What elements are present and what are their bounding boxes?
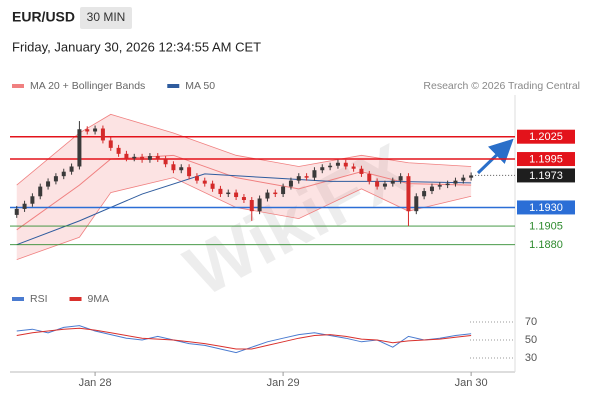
candle-body	[296, 176, 301, 181]
legend-swatch	[12, 84, 24, 88]
candle-body	[241, 197, 246, 200]
candle-body	[116, 147, 121, 154]
bollinger-band	[16, 114, 472, 260]
ma-line	[16, 173, 472, 246]
candle-body	[194, 176, 199, 181]
candle-body	[375, 181, 380, 187]
legend-swatch	[12, 297, 24, 301]
candle-body	[351, 166, 356, 169]
candle-body	[46, 181, 51, 187]
candle-body	[61, 171, 66, 177]
candle-body	[202, 180, 207, 184]
candle-body	[359, 168, 364, 174]
candle-body	[406, 176, 411, 212]
candle-body	[108, 140, 113, 148]
candle-body	[77, 129, 82, 167]
candle-body	[249, 200, 254, 212]
interval-badge	[80, 7, 132, 29]
x-tick-label: Jan 30	[455, 377, 488, 389]
candle-body	[398, 176, 403, 181]
datetime: Friday, January 30, 2026 12:34:55 AM CET	[12, 39, 261, 54]
legend-label: 9MA	[88, 293, 110, 305]
legend-swatch	[69, 297, 82, 301]
candle-body	[390, 180, 395, 184]
copyright: Research © 2026 Trading Central	[423, 80, 580, 92]
candle-body	[257, 198, 262, 212]
x-tick-label: Jan 28	[79, 377, 112, 389]
level-box	[517, 168, 575, 183]
y-tick-label: 70	[525, 316, 537, 328]
candle-body	[288, 180, 293, 187]
y-tick-label: 30	[525, 352, 537, 364]
candle-body	[218, 188, 223, 195]
candle-body	[69, 166, 74, 172]
level-label: 1.1995	[529, 153, 563, 165]
candle-body	[132, 156, 137, 159]
candle-body	[328, 165, 333, 168]
level-box	[517, 129, 575, 144]
candle-body	[414, 196, 419, 212]
candle-body	[445, 183, 450, 186]
candle-body	[453, 180, 458, 184]
candle-body	[312, 170, 317, 178]
candle-body	[147, 156, 152, 160]
symbol: EUR/USD	[12, 9, 75, 25]
candle-body	[273, 192, 278, 195]
legend-label: RSI	[30, 293, 48, 305]
candle-body	[429, 186, 434, 192]
level-label: 1.1973	[529, 170, 563, 182]
candle-body	[163, 159, 168, 165]
candle-body	[304, 176, 309, 178]
x-tick-label: Jan 29	[267, 377, 300, 389]
candle-body	[140, 156, 145, 160]
candle-body	[461, 177, 466, 181]
candle-body	[124, 153, 129, 159]
candle-body	[14, 208, 19, 215]
candle-body	[155, 156, 160, 160]
level-box	[517, 152, 575, 167]
candle-body	[187, 167, 192, 177]
candle-body	[210, 183, 215, 189]
level-label: 1.1880	[529, 239, 563, 251]
candle-body	[320, 167, 325, 171]
y-tick-label: 50	[525, 334, 537, 346]
candle-body	[226, 192, 231, 195]
level-box	[517, 200, 575, 215]
candle-body	[281, 186, 286, 195]
legend-label: MA 50	[185, 80, 215, 92]
candle-body	[469, 175, 474, 178]
level-label: 1.1905	[529, 220, 563, 232]
interval: 30 MIN	[87, 10, 126, 24]
candle-body	[171, 164, 176, 171]
candle-body	[234, 192, 239, 198]
candle-body	[437, 185, 442, 187]
legend-swatch	[167, 84, 180, 88]
rsi-line	[16, 327, 472, 350]
candle-body	[30, 196, 35, 204]
forecast-arrow	[476, 138, 514, 175]
candle-body	[100, 128, 105, 141]
candle-body	[343, 162, 348, 167]
candle-body	[179, 167, 184, 171]
candle-body	[93, 128, 98, 132]
candle-body	[53, 176, 58, 182]
candle-body	[335, 162, 340, 166]
candle-body	[422, 191, 427, 197]
level-label: 1.1930	[529, 202, 563, 214]
candle-body	[382, 183, 387, 187]
candle-body	[265, 192, 270, 199]
level-label: 1.2025	[529, 131, 563, 143]
candle-body	[38, 186, 43, 197]
candle-body	[85, 129, 90, 132]
candle-body	[22, 203, 27, 209]
candle-body	[367, 173, 372, 182]
bollinger-upper	[16, 113, 472, 186]
legend-label: MA 20 + Bollinger Bands	[30, 80, 145, 92]
